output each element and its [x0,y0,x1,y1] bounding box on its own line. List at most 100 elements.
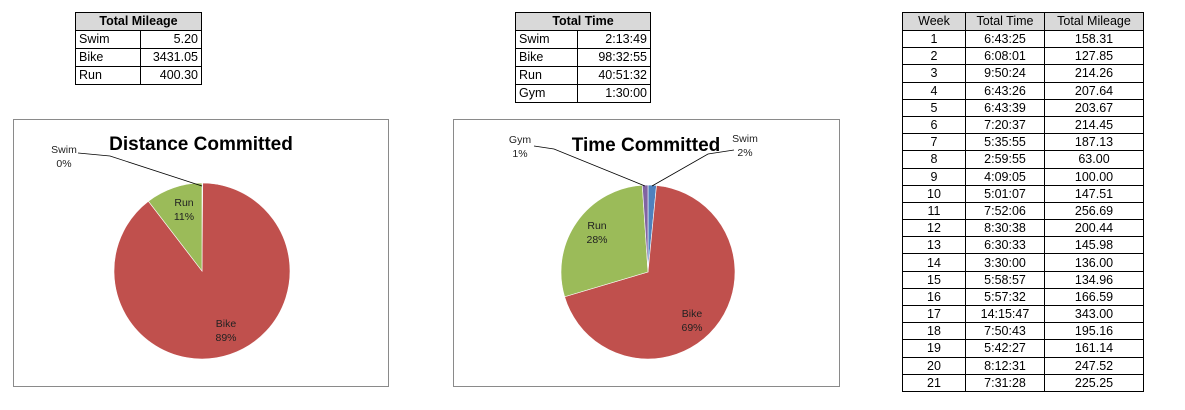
row-label: Run [515,66,578,85]
slice-label-swim: Swim [51,144,77,156]
mileage-cell: 247.52 [1044,356,1144,375]
distance-committed-chart: Distance Committed Swim 0% Bike 89% Run 11% [13,119,389,387]
row-value: 400.30 [140,66,202,85]
slice-percent-run: 11% [174,211,194,223]
table-row: 11 7:52:06 256.69 [902,201,1144,221]
time-cell: 2:59:55 [965,150,1045,169]
mileage-cell: 214.26 [1044,64,1144,83]
table-row: 15 5:58:57 134.96 [902,270,1144,289]
table-row: 21 7:31:28 225.25 [902,373,1144,392]
time-cell: 6:08:01 [965,47,1045,66]
week-cell: 7 [902,133,966,152]
table-row: 20 8:12:31 247.52 [902,356,1144,375]
total-time-header: Total Time [515,12,651,31]
table-row: 5 6:43:39 203.67 [902,98,1144,117]
total-mileage-column-header: Total Mileage [1044,12,1144,31]
pie-slice-run [147,182,203,272]
weekly-summary-table: Week Total Time Total Mileage 1 6:43:25 15… [902,12,1144,392]
table-row: 3 9:50:24 214.26 [902,64,1144,83]
time-cell: 7:52:06 [965,201,1045,221]
mileage-cell: 100.00 [1044,167,1144,186]
table-row: 16 5:57:32 166.59 [902,287,1144,307]
time-cell: 3:30:00 [965,253,1045,272]
week-cell: 3 [902,64,966,83]
row-value: 5.20 [140,30,202,49]
week-cell: 18 [902,322,966,341]
week-cell: 12 [902,219,966,238]
mileage-cell: 145.98 [1044,236,1144,255]
table-row: Run 400.30 [75,66,202,85]
mileage-cell: 256.69 [1044,201,1144,221]
mileage-cell: 343.00 [1044,304,1144,324]
table-row: 18 7:50:43 195.16 [902,322,1144,341]
week-cell: 11 [902,201,966,221]
table-row: 13 6:30:33 145.98 [902,236,1144,255]
slice-label-run: Run [587,220,606,232]
leader-line-swim [77,152,203,187]
mileage-cell: 127.85 [1044,47,1144,66]
mileage-cell: 203.67 [1044,98,1144,117]
table-row: Swim 5.20 [75,30,202,49]
slice-percent-swim: 0% [56,158,71,170]
table-row: 8 2:59:55 63.00 [902,150,1144,169]
week-cell: 4 [902,81,966,100]
table-row: Bike 3431.05 [75,48,202,67]
pie-slice-bike [564,185,736,360]
week-column-header: Week [902,12,966,31]
row-value: 1:30:00 [577,84,651,103]
mileage-cell: 187.13 [1044,133,1144,152]
table-row: 7 5:35:55 187.13 [902,133,1144,152]
week-cell: 14 [902,253,966,272]
slice-label-bike: Bike [682,308,703,320]
table-row: 2 6:08:01 127.85 [902,47,1144,66]
row-value: 2:13:49 [577,30,651,49]
week-cell: 16 [902,287,966,307]
total-mileage-header: Total Mileage [75,12,202,31]
mileage-cell: 63.00 [1044,150,1144,169]
time-cell: 6:43:39 [965,98,1045,117]
table-row: Gym 1:30:00 [515,84,651,103]
mileage-cell: 136.00 [1044,253,1144,272]
mileage-cell: 166.59 [1044,287,1144,307]
time-cell: 8:12:31 [965,356,1045,375]
table-row: 4 6:43:26 207.64 [902,81,1144,100]
week-cell: 21 [902,373,966,392]
row-label: Swim [515,30,578,49]
leader-line-swim [651,149,735,187]
table-row: 14 3:30:00 136.00 [902,253,1144,272]
table-row: 10 5:01:07 147.51 [902,184,1144,203]
time-cell: 5:42:27 [965,339,1045,358]
slice-percent-gym: 1% [512,148,527,160]
slice-label-run: Run [174,197,193,209]
slice-percent-swim: 2% [737,147,752,159]
time-cell: 6:43:26 [965,81,1045,100]
chart-title: Time Committed [572,135,721,156]
time-cell: 5:57:32 [965,287,1045,307]
weekly-table-body: 1 6:43:25 158.31 2 6:08:01 127.85 3 9:50:24 214.… [902,29,1144,392]
time-chart-svg: Time Committed Swim 2% Bike 69% Run 28% Gym 1% [509,133,758,360]
time-cell: 4:09:05 [965,167,1045,186]
table-row: 6 7:20:37 214.45 [902,115,1144,135]
mileage-cell: 200.44 [1044,219,1144,238]
row-label: Bike [75,48,141,67]
time-cell: 5:35:55 [965,133,1045,152]
mileage-cell: 158.31 [1044,29,1144,49]
mileage-cell: 207.64 [1044,81,1144,100]
table-row: Swim 2:13:49 [515,30,651,49]
row-value: 40:51:32 [577,66,651,85]
week-cell: 8 [902,150,966,169]
time-cell: 7:50:43 [965,322,1045,341]
row-label: Swim [75,30,141,49]
slice-percent-run: 28% [586,234,607,246]
table-row: 12 8:30:38 200.44 [902,219,1144,238]
row-label: Run [75,66,141,85]
time-cell: 8:30:38 [965,219,1045,238]
mileage-cell: 147.51 [1044,184,1144,203]
distance-pie: Swim 0% Bike 89% Run 11% [51,144,291,360]
slice-percent-bike: 89% [215,332,236,344]
total-time-table: Total Time Swim 2:13:49 Bike 98:32:55 Ru… [515,12,651,103]
table-row: 9 4:09:05 100.00 [902,167,1144,186]
table-row: 17 14:15:47 343.00 [902,304,1144,324]
time-cell: 14:15:47 [965,304,1045,324]
time-cell: 7:31:28 [965,373,1045,392]
